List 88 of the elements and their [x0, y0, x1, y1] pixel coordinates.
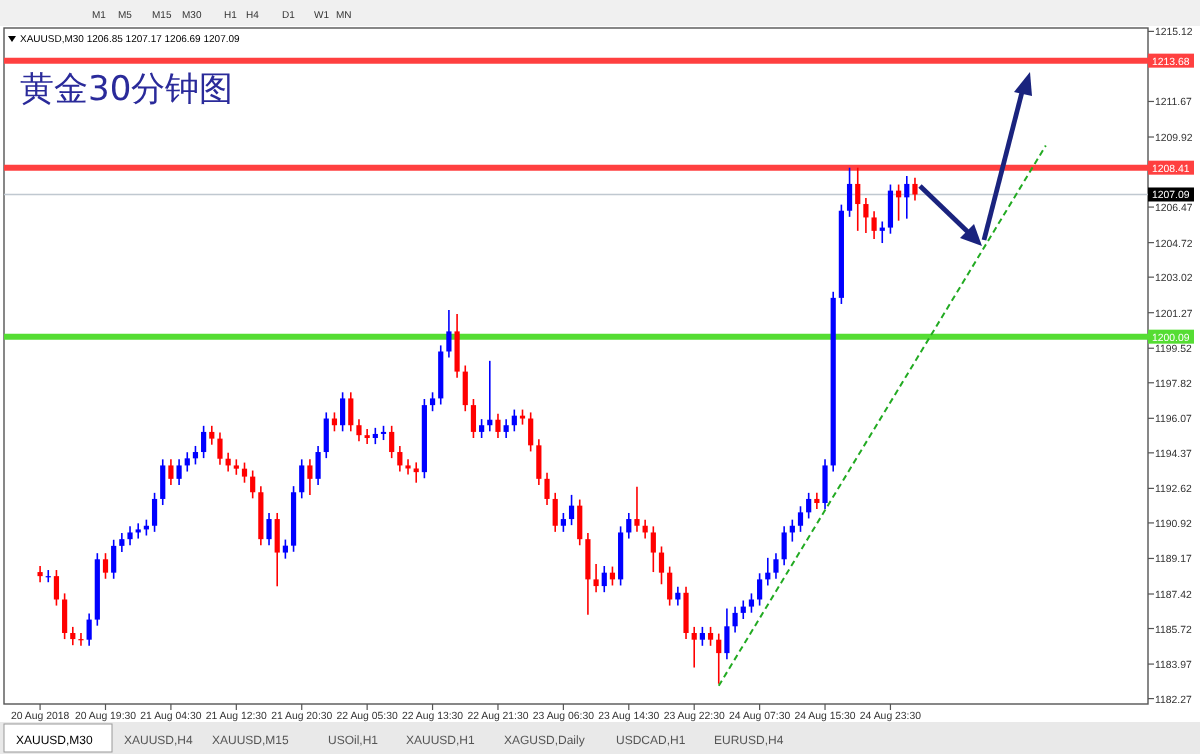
- candlestick: [667, 565, 673, 607]
- candlestick: [470, 398, 477, 439]
- candlestick: [544, 471, 550, 506]
- candlestick: [904, 175, 910, 220]
- candlestick: [315, 445, 321, 486]
- candlestick: [683, 585, 689, 640]
- candlestick: [912, 177, 918, 202]
- candlestick: [70, 626, 76, 646]
- candlestick: [863, 197, 869, 234]
- candlestick: [601, 565, 607, 593]
- candlestick: [691, 626, 697, 669]
- candlestick: [462, 364, 468, 413]
- candlestick: [111, 538, 117, 580]
- candlestick: [568, 494, 575, 526]
- candlestick: [53, 569, 60, 607]
- candlestick: [168, 458, 174, 486]
- candlestick: [364, 428, 370, 445]
- candlestick: [757, 572, 763, 607]
- candlestick: [552, 492, 558, 533]
- candlestick: [151, 492, 158, 533]
- candlestick: [274, 512, 280, 588]
- candlestick: [348, 391, 354, 433]
- candlestick: [822, 458, 828, 510]
- candlestick: [192, 445, 199, 466]
- candlestick: [577, 498, 583, 547]
- candlestick: [176, 458, 182, 486]
- candlestick: [135, 522, 141, 540]
- candlestick: [307, 458, 313, 496]
- candlestick: [184, 451, 190, 473]
- candlestick: [716, 632, 722, 685]
- candlestick: [397, 445, 403, 473]
- candlestick: [528, 411, 534, 453]
- candlestick: [37, 565, 43, 584]
- candlestick: [732, 606, 738, 634]
- candlestick: [340, 391, 346, 433]
- candlestick: [503, 418, 509, 439]
- candlestick: [846, 166, 853, 218]
- candlestick: [429, 391, 436, 413]
- candlestick: [511, 408, 517, 433]
- candlestick: [160, 458, 166, 506]
- candlestick: [626, 512, 632, 540]
- candlestick: [209, 425, 215, 446]
- candlestick: [724, 607, 730, 660]
- candlestick: [479, 418, 485, 439]
- candlestick: [446, 309, 452, 359]
- title: 黄金30分钟图: [20, 70, 234, 110]
- candlestick: [634, 485, 640, 533]
- candlestick: [323, 411, 329, 459]
- candlestick: [413, 461, 419, 484]
- candlestick: [86, 612, 92, 647]
- candlestick: [560, 512, 566, 533]
- candlestick: [241, 461, 248, 484]
- candlestick: [217, 431, 223, 466]
- candlestick: [740, 599, 746, 620]
- candlestick: [618, 525, 624, 587]
- candlestick: [389, 425, 395, 459]
- candlestick: [62, 592, 68, 640]
- candlestick: [585, 532, 591, 616]
- candlestick: [127, 525, 133, 547]
- candlestick: [282, 538, 288, 560]
- candlestick: [454, 313, 460, 379]
- candlestick: [536, 438, 542, 486]
- candlestick: [699, 626, 705, 647]
- candlestick: [855, 166, 861, 232]
- candlestick: [871, 210, 877, 240]
- candlestick: [495, 412, 501, 439]
- candlestick: [78, 632, 84, 647]
- candlestick: [707, 626, 714, 647]
- candlestick: [781, 525, 787, 567]
- candlestick: [102, 552, 109, 580]
- candlestick: [650, 525, 656, 573]
- candlestick: [887, 183, 894, 235]
- candlestick: [658, 545, 665, 586]
- candlestick: [773, 552, 779, 580]
- candlestick: [266, 512, 272, 547]
- candlestick: [748, 592, 755, 614]
- candlestick: [814, 492, 820, 510]
- candlestick: [258, 485, 264, 547]
- candlestick: [356, 418, 362, 443]
- candlestick: [806, 492, 812, 520]
- candlestick: [405, 458, 411, 476]
- candlestick: [119, 532, 125, 553]
- candlestick: [201, 425, 207, 459]
- candlestick: [299, 458, 305, 500]
- candlestick: [797, 505, 804, 533]
- candlestick: [250, 469, 256, 500]
- candlestick: [438, 344, 444, 406]
- candlestick: [593, 563, 599, 593]
